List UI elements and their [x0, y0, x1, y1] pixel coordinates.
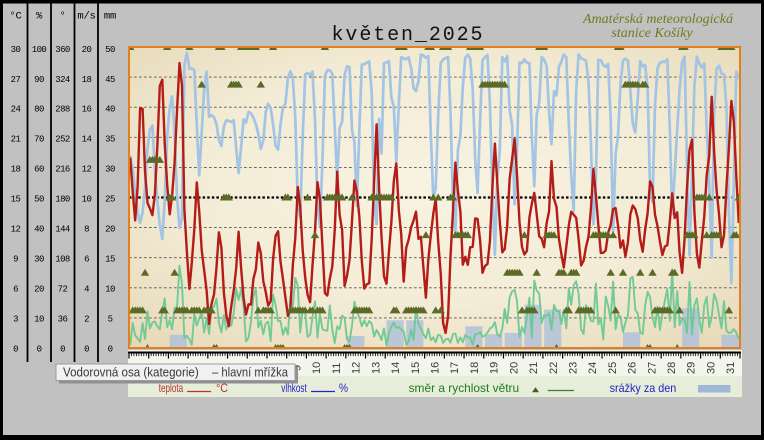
svg-text:30: 30	[105, 165, 115, 175]
svg-text:°: °	[59, 11, 65, 23]
svg-text:8: 8	[84, 225, 89, 235]
svg-text:16: 16	[82, 105, 92, 115]
svg-text:144: 144	[55, 225, 70, 235]
svg-text:0: 0	[108, 344, 113, 354]
svg-text:28: 28	[666, 362, 678, 374]
svg-text:směr a rychlost větru: směr a rychlost větru	[409, 381, 519, 395]
svg-text:18: 18	[469, 362, 481, 374]
svg-text:288: 288	[55, 105, 70, 115]
svg-text:10: 10	[34, 314, 44, 324]
svg-text:mm: mm	[104, 11, 116, 23]
svg-text:20: 20	[34, 284, 44, 294]
svg-text:19: 19	[489, 362, 501, 374]
svg-text:11: 11	[331, 363, 343, 374]
svg-text:12: 12	[351, 362, 363, 374]
svg-text:Vodorovná osa (kategorie): Vodorovná osa (kategorie)	[63, 366, 199, 380]
svg-text:90: 90	[34, 75, 44, 85]
svg-text:14: 14	[390, 362, 402, 374]
svg-text:24: 24	[11, 105, 21, 115]
svg-text:10: 10	[82, 195, 92, 205]
svg-text:72: 72	[58, 284, 68, 294]
svg-text:%: %	[339, 381, 348, 395]
svg-text:45: 45	[105, 75, 115, 85]
svg-text:70: 70	[34, 135, 44, 145]
svg-text:15: 15	[11, 195, 21, 205]
svg-text:21: 21	[11, 135, 21, 145]
svg-text:252: 252	[55, 135, 70, 145]
svg-text:50: 50	[105, 45, 115, 55]
svg-text:30: 30	[705, 362, 717, 374]
svg-text:40: 40	[34, 225, 44, 235]
svg-text:30: 30	[11, 45, 21, 55]
svg-text:40: 40	[105, 105, 115, 115]
svg-text:– hlavní mřížka: – hlavní mřížka	[212, 366, 288, 380]
svg-text:14: 14	[82, 135, 92, 145]
svg-text:100: 100	[32, 45, 47, 55]
svg-text:m/s: m/s	[77, 11, 95, 23]
svg-text:15: 15	[105, 254, 115, 264]
svg-text:°C: °C	[216, 381, 228, 395]
svg-text:80: 80	[34, 105, 44, 115]
svg-text:22: 22	[548, 362, 560, 374]
svg-text:5: 5	[108, 314, 113, 324]
svg-text:6: 6	[84, 254, 89, 264]
svg-text:35: 35	[105, 135, 115, 145]
svg-text:0: 0	[37, 344, 42, 354]
svg-text:20: 20	[82, 45, 92, 55]
svg-text:0: 0	[60, 344, 65, 354]
svg-text:27: 27	[11, 75, 21, 85]
svg-text:360: 360	[55, 45, 70, 55]
svg-text:18: 18	[11, 165, 21, 175]
svg-text:stanice Košíky: stanice Košíky	[611, 26, 693, 41]
svg-text:teplota: teplota	[159, 381, 184, 395]
svg-text:31: 31	[725, 362, 737, 374]
svg-text:21: 21	[528, 362, 540, 374]
svg-text:15: 15	[410, 362, 422, 374]
svg-text:Amatérská meteorologická: Amatérská meteorologická	[582, 12, 733, 27]
svg-text:12: 12	[11, 225, 21, 235]
svg-text:23: 23	[568, 362, 580, 374]
svg-text:květen_2025: květen_2025	[332, 24, 485, 47]
svg-text:50: 50	[34, 195, 44, 205]
svg-text:%: %	[36, 11, 43, 23]
svg-text:30: 30	[34, 254, 44, 264]
svg-text:6: 6	[13, 284, 18, 294]
svg-text:°C: °C	[9, 11, 21, 23]
svg-text:9: 9	[13, 254, 18, 264]
svg-text:16: 16	[430, 362, 442, 374]
svg-text:25: 25	[607, 362, 619, 374]
svg-text:324: 324	[55, 75, 70, 85]
svg-text:srážky za den: srážky za den	[610, 381, 677, 395]
svg-text:3: 3	[13, 314, 18, 324]
svg-text:60: 60	[34, 165, 44, 175]
svg-text:20: 20	[508, 362, 520, 374]
svg-text:4: 4	[84, 284, 89, 294]
svg-text:13: 13	[370, 362, 382, 374]
svg-text:0: 0	[13, 344, 18, 354]
svg-text:18: 18	[82, 75, 92, 85]
svg-text:12: 12	[82, 165, 92, 175]
svg-text:vlhkost: vlhkost	[281, 381, 307, 395]
svg-text:17: 17	[449, 362, 461, 374]
svg-text:29: 29	[686, 362, 698, 374]
svg-text:0: 0	[84, 344, 89, 354]
svg-text:180: 180	[55, 195, 70, 205]
svg-text:26: 26	[627, 362, 639, 374]
svg-text:108: 108	[55, 254, 70, 264]
svg-text:20: 20	[105, 225, 115, 235]
svg-text:10: 10	[311, 362, 323, 374]
svg-text:27: 27	[646, 362, 658, 374]
svg-text:24: 24	[587, 362, 599, 374]
svg-text:36: 36	[58, 314, 68, 324]
svg-text:216: 216	[55, 165, 70, 175]
svg-text:10: 10	[105, 284, 115, 294]
svg-text:25: 25	[105, 195, 115, 205]
svg-text:2: 2	[84, 314, 89, 324]
